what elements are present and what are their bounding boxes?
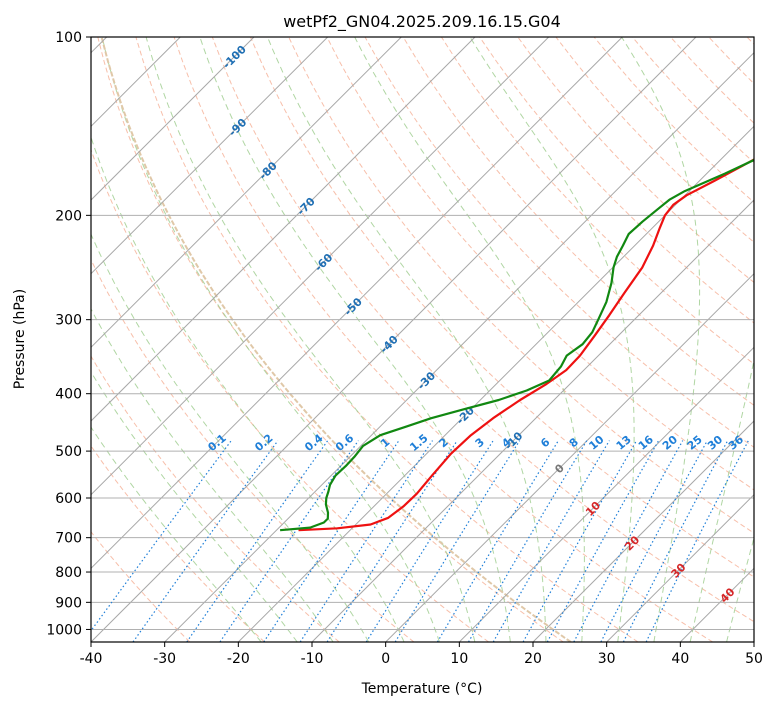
- ccl-adiabat-line: [100, 37, 572, 642]
- x-tick-label: 10: [450, 651, 468, 667]
- x-tick-label: -10: [301, 651, 324, 667]
- moist-adiabat-line: [91, 233, 370, 642]
- y-axis-ticks: 100 200 300 400 500 600 700 800 900 1000: [46, 30, 91, 638]
- y-tick-label: 400: [55, 387, 82, 403]
- moist-adiabat-line: [145, 37, 476, 642]
- x-tick-label: -20: [227, 651, 250, 667]
- dry-adiabat-line: [250, 37, 754, 578]
- isotherm-line: [532, 420, 754, 642]
- y-tick-label: 300: [55, 313, 82, 329]
- y-tick-label: 100: [55, 30, 82, 46]
- mixing-ratio-lines: [91, 440, 749, 642]
- dry-adiabats: [91, 37, 754, 642]
- moist-adiabat-line: [91, 135, 405, 642]
- dry-adiabat-line: [440, 37, 754, 365]
- isotherm-line: [458, 346, 754, 642]
- mixing-ratio-line: [546, 440, 660, 642]
- mixing-ratio-line: [394, 440, 521, 642]
- dry-adiabat-line: [91, 445, 265, 642]
- plot-background: [91, 37, 754, 642]
- dry-adiabat-line: [97, 37, 564, 642]
- moist-adiabat-line: [267, 37, 547, 642]
- dry-adiabat-line: [211, 37, 754, 623]
- y-axis-title: Pressure (hPa): [12, 289, 28, 389]
- y-tick-label: 900: [55, 595, 82, 611]
- dry-adiabat-line: [402, 37, 754, 406]
- isotherm-line: [385, 272, 754, 642]
- x-tick-label: 20: [524, 651, 542, 667]
- dry-adiabat-line: [173, 37, 713, 642]
- mixing-ratio-line: [263, 440, 400, 642]
- x-tick-label: 0: [381, 651, 390, 667]
- y-tick-label: 200: [55, 208, 82, 224]
- mixing-ratio-line: [299, 440, 433, 642]
- chart-title: wetPf2_GN04.2025.209.16.15.G04: [283, 12, 561, 32]
- moist-adiabat-line: [689, 358, 754, 642]
- mixing-ratio-line: [573, 440, 684, 642]
- dry-adiabat-line: [91, 531, 191, 642]
- isotherm-line: [606, 493, 754, 642]
- x-tick-label: -40: [80, 651, 103, 667]
- x-axis-title: Temperature (°C): [361, 681, 483, 697]
- temperature-profile-line: [298, 158, 754, 532]
- isotherm-line: [91, 37, 623, 570]
- isotherm-line: [91, 37, 476, 422]
- isotherm-line: [164, 51, 754, 642]
- mixing-ratio-line: [186, 440, 329, 642]
- isotherm-line: [237, 125, 754, 642]
- plot-frame: [90, 36, 755, 643]
- isotherm-line: [311, 199, 754, 642]
- plot-area: -100-90-80-70-60-50-40-30-20-10010203040…: [91, 37, 754, 642]
- mixing-ratio-line: [326, 440, 458, 642]
- y-tick-label: 1000: [46, 622, 82, 638]
- moist-adiabat-line: [91, 370, 298, 642]
- moist-adiabat-line: [91, 308, 334, 642]
- mixing-ratio-line: [492, 440, 610, 642]
- mixing-ratio-line: [436, 440, 559, 642]
- dry-adiabat-line: [326, 37, 754, 491]
- moist-adiabat-line: [199, 37, 511, 642]
- mixing-ratio-line: [467, 440, 588, 642]
- y-tick-label: 500: [55, 444, 82, 460]
- dry-adiabat-line: [517, 37, 754, 284]
- mixing-ratio-line: [645, 440, 749, 642]
- mixing-ratio-line: [132, 440, 279, 642]
- isotherm-line: [91, 37, 255, 201]
- moist-adiabat-line: [726, 536, 754, 642]
- moist-adiabat-line: [621, 37, 701, 642]
- isotherm-line: [91, 37, 697, 642]
- mixing-ratio-line: [365, 440, 494, 642]
- x-tick-label: 50: [745, 651, 763, 667]
- isotherm-line: [91, 37, 329, 275]
- moist-adiabat-line: [91, 426, 262, 642]
- moist-adiabat-line: [354, 37, 585, 642]
- ccl-adiabat: [100, 37, 572, 642]
- x-tick-label: 30: [598, 651, 616, 667]
- x-tick-label: -30: [153, 651, 176, 667]
- dewpoint-profile-line: [280, 158, 754, 532]
- dry-adiabat-line: [91, 355, 340, 642]
- mixing-ratio-line: [91, 440, 232, 632]
- x-axis-ticks: -40 -30 -20 -10 0 10 20 30 40 50: [80, 642, 763, 667]
- isotherm-line: [91, 37, 402, 349]
- dry-adiabat-line: [91, 148, 489, 642]
- y-tick-label: 800: [55, 565, 82, 581]
- moist-adiabat-line: [101, 37, 440, 642]
- y-tick-label: 700: [55, 531, 82, 547]
- x-tick-label: 40: [671, 651, 689, 667]
- isotherms: [91, 37, 754, 642]
- profile-series: [280, 158, 754, 532]
- y-tick-label: 600: [55, 491, 82, 507]
- isotherm-line: [91, 37, 550, 496]
- mixing-ratio-line: [522, 440, 638, 642]
- dry-adiabat-line: [135, 37, 639, 642]
- isobar-grid: [91, 37, 754, 630]
